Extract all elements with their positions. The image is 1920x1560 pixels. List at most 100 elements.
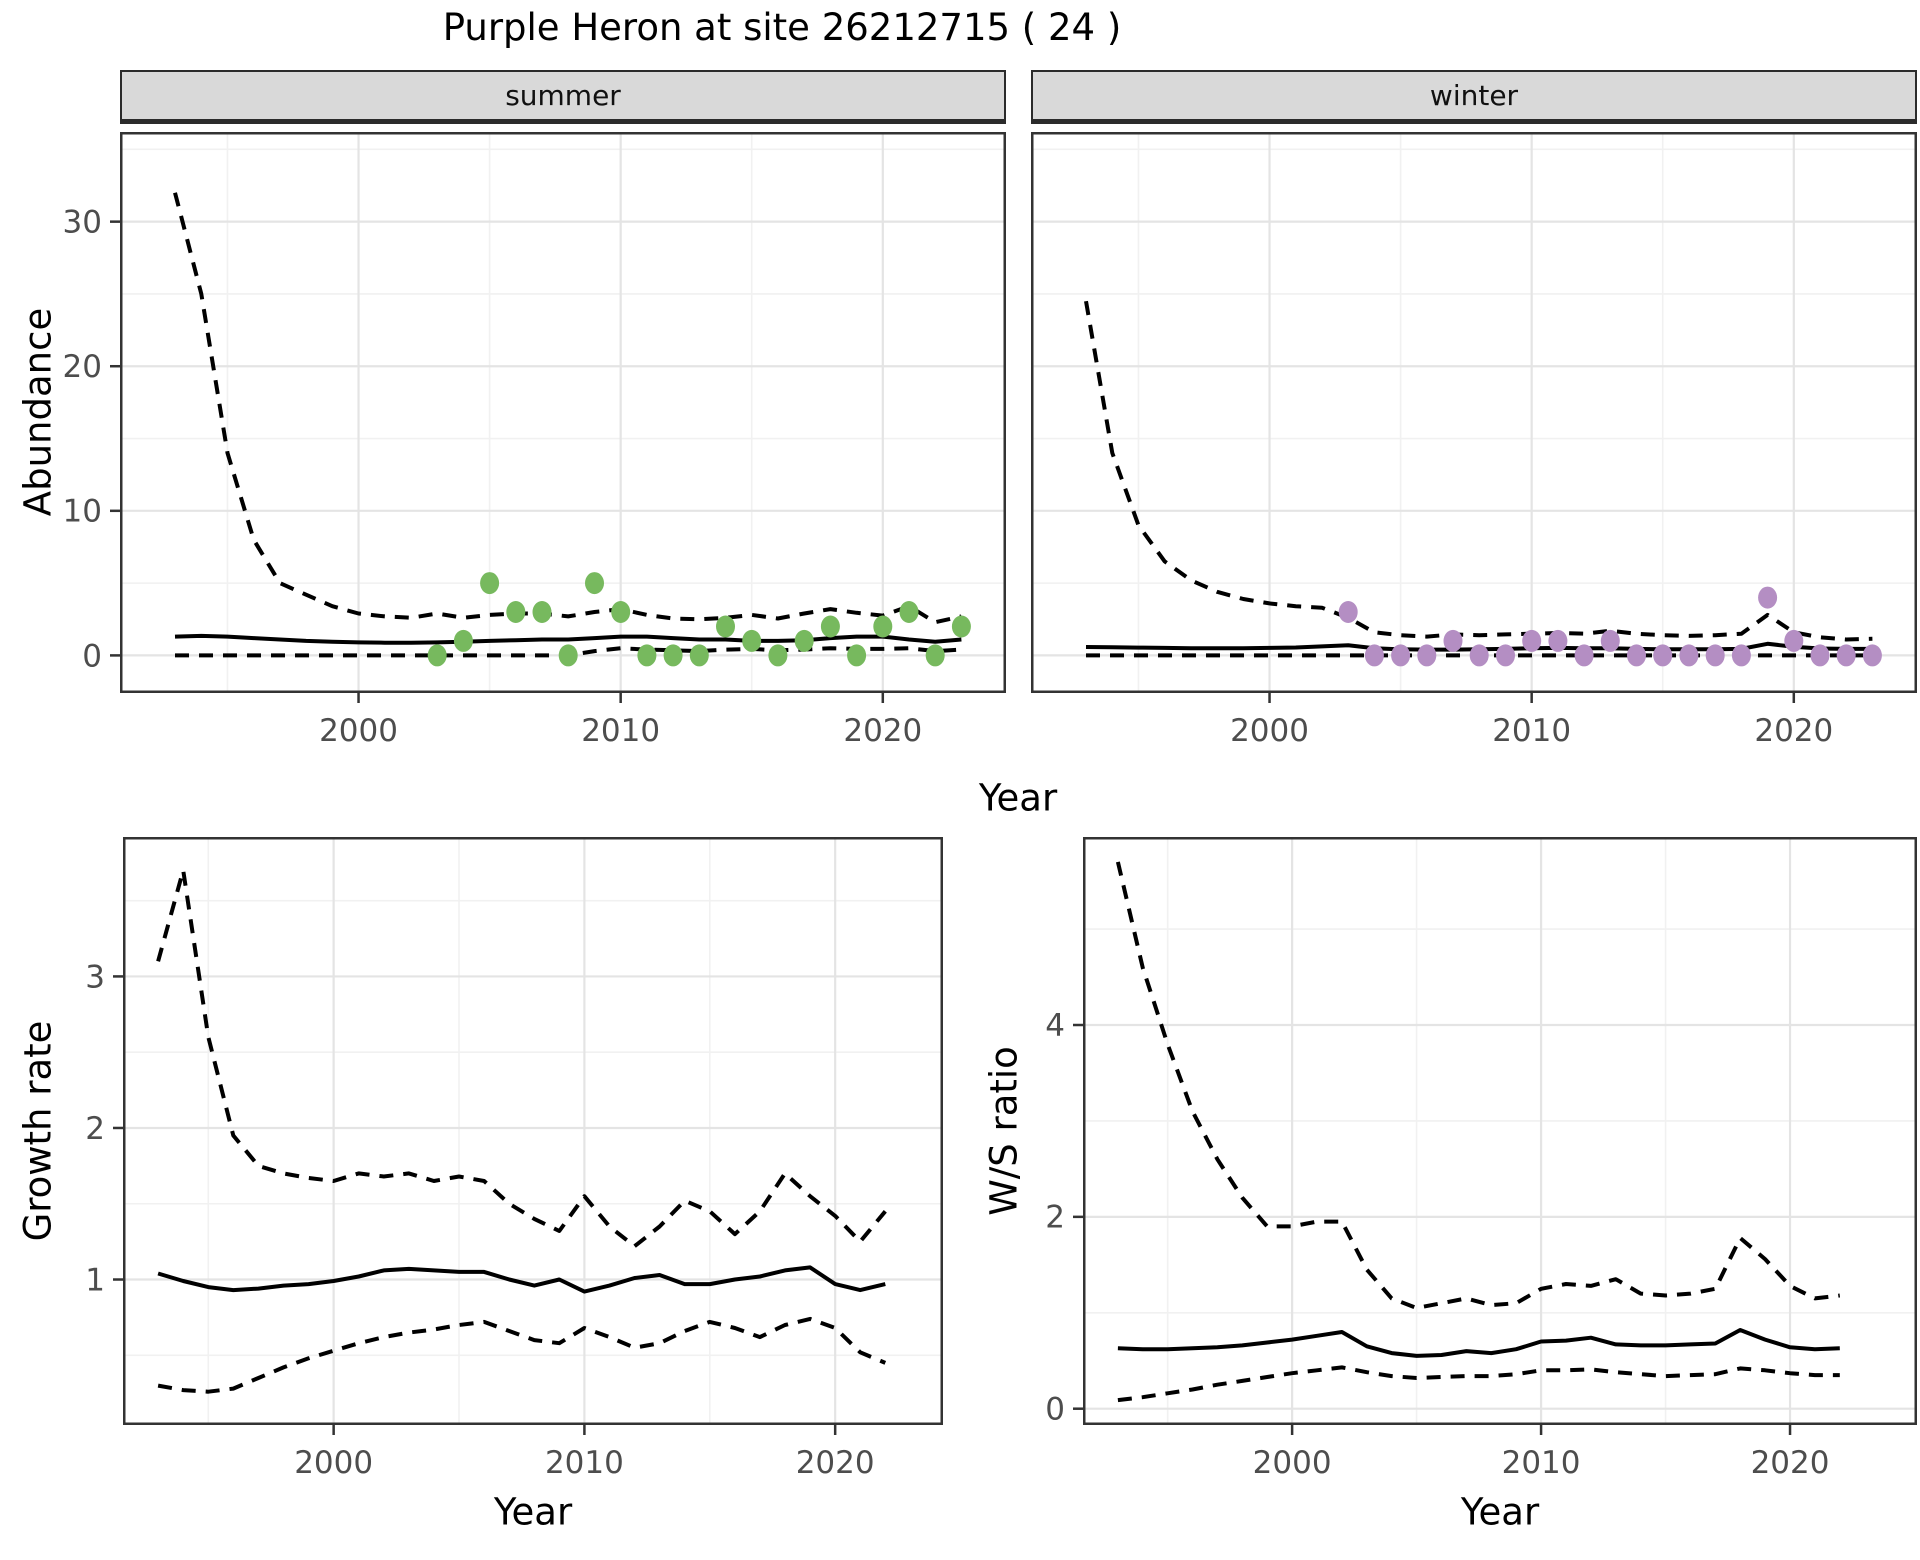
observed-counts-winter	[1338, 586, 1882, 667]
observation-point	[1548, 629, 1568, 652]
lower-95ci-line	[157, 1316, 887, 1394]
observation-point	[480, 572, 500, 595]
grid-minor	[120, 132, 1006, 693]
observation-point	[585, 572, 604, 595]
y-axis-ticks: 1 2 3	[85, 959, 123, 1298]
grid-major	[123, 837, 943, 1425]
observation-point	[1469, 644, 1489, 667]
observation-point	[820, 615, 840, 638]
observation-point	[847, 644, 867, 667]
bottom-left-x-axis-title: Year	[493, 1490, 573, 1534]
observation-point	[663, 644, 683, 667]
panel-border	[120, 132, 1006, 693]
y-tick-label: 2	[85, 1111, 105, 1147]
y-tick-label: 0	[1045, 1392, 1065, 1428]
mean-line	[157, 1265, 886, 1294]
ws-ratio-axis-title: W/S ratio	[982, 1046, 1026, 1216]
observation-point	[611, 601, 631, 623]
observation-point	[794, 629, 814, 652]
y-axis-ticks: 0 2 4	[1045, 1008, 1083, 1428]
observation-point	[1443, 629, 1463, 652]
observation-point	[1705, 644, 1725, 667]
observation-point	[1574, 644, 1594, 667]
x-tick-label: 2000	[319, 713, 398, 749]
x-tick-label: 2020	[796, 1445, 875, 1481]
observation-point	[742, 629, 762, 652]
grid-minor	[1083, 837, 1917, 1425]
observation-point	[1758, 586, 1778, 609]
x-axis-ticks: 2000 2010 2020	[319, 693, 922, 749]
observation-point	[1653, 644, 1673, 667]
observation-point	[1391, 644, 1411, 667]
x-axis-ticks: 2000 2010 2020	[1253, 1425, 1830, 1481]
observation-point	[899, 601, 919, 623]
x-tick-label: 2000	[1230, 713, 1309, 749]
y-tick-label: 3	[85, 959, 105, 995]
observation-point	[689, 644, 709, 667]
observation-point	[1522, 629, 1542, 652]
y-tick-label: 10	[63, 494, 102, 530]
observation-point	[925, 644, 945, 667]
growth-rate-panel: 2000 2010 2020 1 2 3	[85, 837, 943, 1481]
upper-95ci-line	[156, 868, 887, 1249]
abundance-axis-title: Abundance	[16, 307, 60, 517]
observation-point	[1627, 644, 1646, 667]
x-tick-label: 2000	[1253, 1445, 1332, 1481]
observation-point	[532, 601, 552, 623]
observation-point	[768, 644, 788, 667]
y-tick-label: 30	[63, 204, 102, 240]
top-x-axis-title: Year	[978, 776, 1058, 820]
observation-point	[427, 644, 447, 667]
x-tick-label: 2000	[294, 1445, 373, 1481]
observation-point	[1338, 601, 1358, 623]
x-tick-label: 2010	[1492, 713, 1571, 749]
observation-point	[1600, 629, 1620, 652]
x-tick-label: 2010	[1502, 1445, 1581, 1481]
observation-point	[1496, 644, 1515, 667]
panel-border	[1083, 837, 1917, 1425]
observation-point	[1679, 644, 1699, 667]
x-tick-label: 2020	[1751, 1445, 1830, 1481]
observation-point	[716, 615, 735, 638]
bottom-right-x-axis-title: Year	[1460, 1490, 1540, 1534]
facet-strip-winter-label: winter	[1429, 79, 1519, 112]
observation-point	[1364, 644, 1384, 667]
observation-point	[873, 615, 893, 638]
y-tick-label: 2	[1045, 1200, 1065, 1236]
observation-point	[506, 601, 526, 623]
x-tick-label: 2020	[1754, 713, 1833, 749]
mean-line	[1117, 1328, 1840, 1358]
observation-point	[558, 644, 578, 667]
y-axis-ticks: 0 10 20 30	[63, 204, 120, 674]
observation-point	[637, 644, 657, 667]
upper-95ci-line	[173, 192, 962, 625]
observation-point	[1810, 644, 1830, 667]
observed-counts-summer	[427, 572, 971, 667]
y-tick-label: 0	[82, 638, 102, 674]
observation-point	[453, 629, 473, 652]
facet-strip-summer: summer	[120, 70, 1006, 124]
x-axis-ticks: 2000 2010 2020	[1230, 693, 1833, 749]
winter-abundance-panel: 2000 2010 2020	[1031, 132, 1917, 749]
grid-major	[1031, 132, 1917, 693]
grid-minor	[1031, 132, 1917, 693]
grid-major	[1083, 837, 1917, 1425]
y-tick-label: 4	[1045, 1008, 1065, 1044]
observation-point	[1417, 644, 1437, 667]
mean-line	[174, 633, 962, 645]
observation-point	[1784, 629, 1804, 652]
grid-major	[120, 132, 1006, 693]
x-axis-ticks: 2000 2010 2020	[294, 1425, 875, 1481]
observation-point	[1731, 644, 1751, 667]
facet-strip-winter: winter	[1031, 70, 1917, 124]
panel-border	[123, 837, 943, 1425]
ws-ratio-panel: 2000 2010 2020 0 2 4	[1045, 837, 1917, 1481]
observation-point	[951, 615, 971, 638]
facet-strip-summer-label: summer	[505, 79, 621, 112]
lower-95ci-line	[1117, 1365, 1840, 1403]
summer-abundance-panel: 2000 2010 2020 0 10 20 30	[63, 132, 1006, 749]
y-tick-label: 20	[63, 349, 102, 385]
grid-minor	[123, 837, 943, 1425]
observation-point	[1862, 644, 1882, 667]
